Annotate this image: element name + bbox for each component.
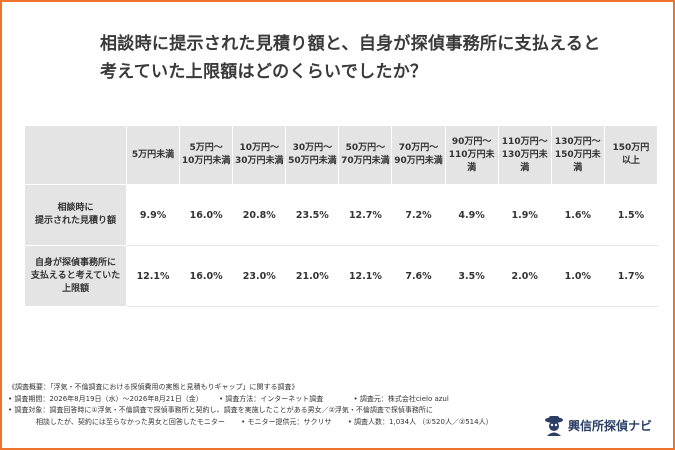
column-header: 10万円～ 30万円未満 [232, 125, 287, 185]
column-header: 50万円～ 70万円未満 [338, 125, 393, 185]
survey-table: 5万円未満 5万円～ 10万円未満 10万円～ 30万円未満 30万円～ 50万円未満 50万… [24, 125, 659, 307]
table-cell: 2.0% [497, 245, 552, 307]
table-cell: 23.0% [232, 245, 287, 307]
table-body: 相談時に 提示された見積り額 9.9% 16.0% 20.8% 23.5% 12.7% 7.2… [24, 184, 659, 307]
column-header: 90万円～ 110万円未満 [444, 125, 499, 185]
table-cell: 1.9% [497, 184, 552, 246]
table-cell: 21.0% [285, 245, 340, 307]
footer-line-4: 相談したが、契約には至らなかった男女と回答したモニター • モニター提供元：サク… [8, 417, 528, 429]
column-header-line: 130万円未満 [501, 149, 548, 173]
column-header-line: 50万円未満 [288, 156, 337, 166]
table-corner [24, 125, 127, 185]
footer-target-2: 相談したが、契約には至らなかった男女と回答したモニター [36, 417, 225, 426]
footer-monitor: • モニター提供元：サクリサ [241, 417, 332, 426]
table-cell: 1.0% [550, 245, 605, 307]
column-header-line: 30万円～ [292, 143, 333, 153]
column-header: 30万円～ 50万円未満 [285, 125, 340, 185]
table-cell: 1.7% [603, 245, 659, 307]
table-cell: 1.5% [603, 184, 659, 246]
row-label-line: 上限額 [61, 283, 89, 294]
column-header-line: 10万円～ [239, 143, 279, 153]
brand-name: 興信所探偵ナビ [568, 418, 653, 433]
table-cell: 23.5% [285, 184, 340, 246]
table-cell: 12.7% [338, 184, 393, 246]
column-header: 5万円未満 [125, 125, 181, 185]
footer-organizer: • 調査元：株式会社cielo azul [353, 394, 449, 403]
table-row: 相談時に 提示された見積り額 9.9% 16.0% 20.8% 23.5% 12.7% 7.2… [24, 184, 659, 246]
footer-line-2: • 調査期間：2026年8月19日（水）～2026年8月21日（金） • 調査方… [8, 394, 528, 406]
row-label-line: 提示された見積り額 [34, 216, 116, 226]
column-header-line: 150万円 [612, 143, 650, 153]
table-cell: 16.0% [179, 245, 234, 307]
footer-overview: 《調査概要：「浮気・不倫調査における探偵費用の実態と見積もりギャップ」に関する調… [8, 383, 299, 391]
brand-logo: 興信所探偵ナビ [544, 412, 652, 438]
column-header-line: 5万円未満 [131, 149, 175, 160]
column-header-line: 110万円～ [501, 136, 548, 147]
column-header: 150万円以上 [603, 125, 659, 185]
table-row: 自身が探偵事務所に 支払えると考えていた 上限額 12.1% 16.0% 23.0% 21.… [24, 245, 659, 307]
row-label-line: 相談時に [57, 203, 94, 213]
survey-footer: 《調査概要：「浮気・不倫調査における探偵費用の実態と見積もりギャップ」に関する調… [8, 382, 528, 428]
table-cell: 16.0% [179, 184, 234, 246]
column-header: 5万円～ 10万円未満 [179, 125, 234, 185]
title-line-2: 考えていた上限額はどのくらいでしたか？ [100, 62, 428, 82]
column-header-line: 5万円～ [189, 143, 223, 153]
column-header-line: 150万円未満 [554, 149, 601, 173]
column-header-line: 10万円未満 [181, 156, 231, 166]
title-line-1: 相談時に提示された見積り額と、自身が探偵事務所に支払えると [100, 34, 601, 54]
table-cell: 20.8% [232, 184, 287, 246]
column-header-line: 30万円未満 [234, 156, 284, 166]
column-header: 70万円～ 90万円未満 [391, 125, 446, 185]
table-cell: 12.1% [338, 245, 393, 307]
row-label-line: 支払えると考えていた [30, 270, 121, 281]
column-header: 110万円～ 130万円未満 [497, 125, 552, 185]
column-header-line: 90万円未満 [394, 156, 443, 166]
footer-target-1: • 調査対象：調査回答時に①浮気・不倫調査で探偵事務所と契約し、調査を実施したこ… [8, 406, 433, 414]
table-cell: 7.6% [391, 245, 446, 307]
table-cell: 12.1% [125, 245, 181, 307]
column-header-line: 130万円～ [554, 136, 601, 147]
column-header-line: 以上 [621, 156, 640, 166]
table-cell: 7.2% [391, 184, 446, 246]
row-label: 自身が探偵事務所に 支払えると考えていた 上限額 [24, 245, 127, 307]
column-header-line: 70万円未満 [341, 156, 390, 166]
detective-mascot-icon [545, 416, 563, 436]
table-cell: 9.9% [125, 184, 181, 246]
column-header-line: 50万円～ [345, 143, 386, 153]
table-cell: 3.5% [444, 245, 499, 307]
table-header-row: 5万円未満 5万円～ 10万円未満 10万円～ 30万円未満 30万円～ 50万円未満 50万… [24, 125, 659, 185]
column-header-line: 110万円未満 [448, 149, 495, 173]
table-cell: 4.9% [444, 184, 499, 246]
table-cell: 1.6% [550, 184, 605, 246]
footer-period: • 調査期間：2026年8月19日（水）～2026年8月21日（金） [8, 394, 203, 403]
row-label: 相談時に提示された見積り額 [24, 184, 127, 246]
footer-count: • 調査人数：1,034人 （①520人／②514人） [347, 417, 493, 426]
row-label-line: 自身が探偵事務所に [34, 257, 116, 268]
column-header-line: 90万円～ [451, 136, 492, 147]
column-header: 130万円～ 150万円未満 [550, 125, 605, 185]
column-header-line: 70万円～ [398, 143, 439, 153]
page-title: 相談時に提示された見積り額と、自身が探偵事務所に支払えると 考えていた上限額はど… [100, 30, 620, 86]
footer-method: • 調査方法：インターネット調査 [218, 394, 324, 403]
